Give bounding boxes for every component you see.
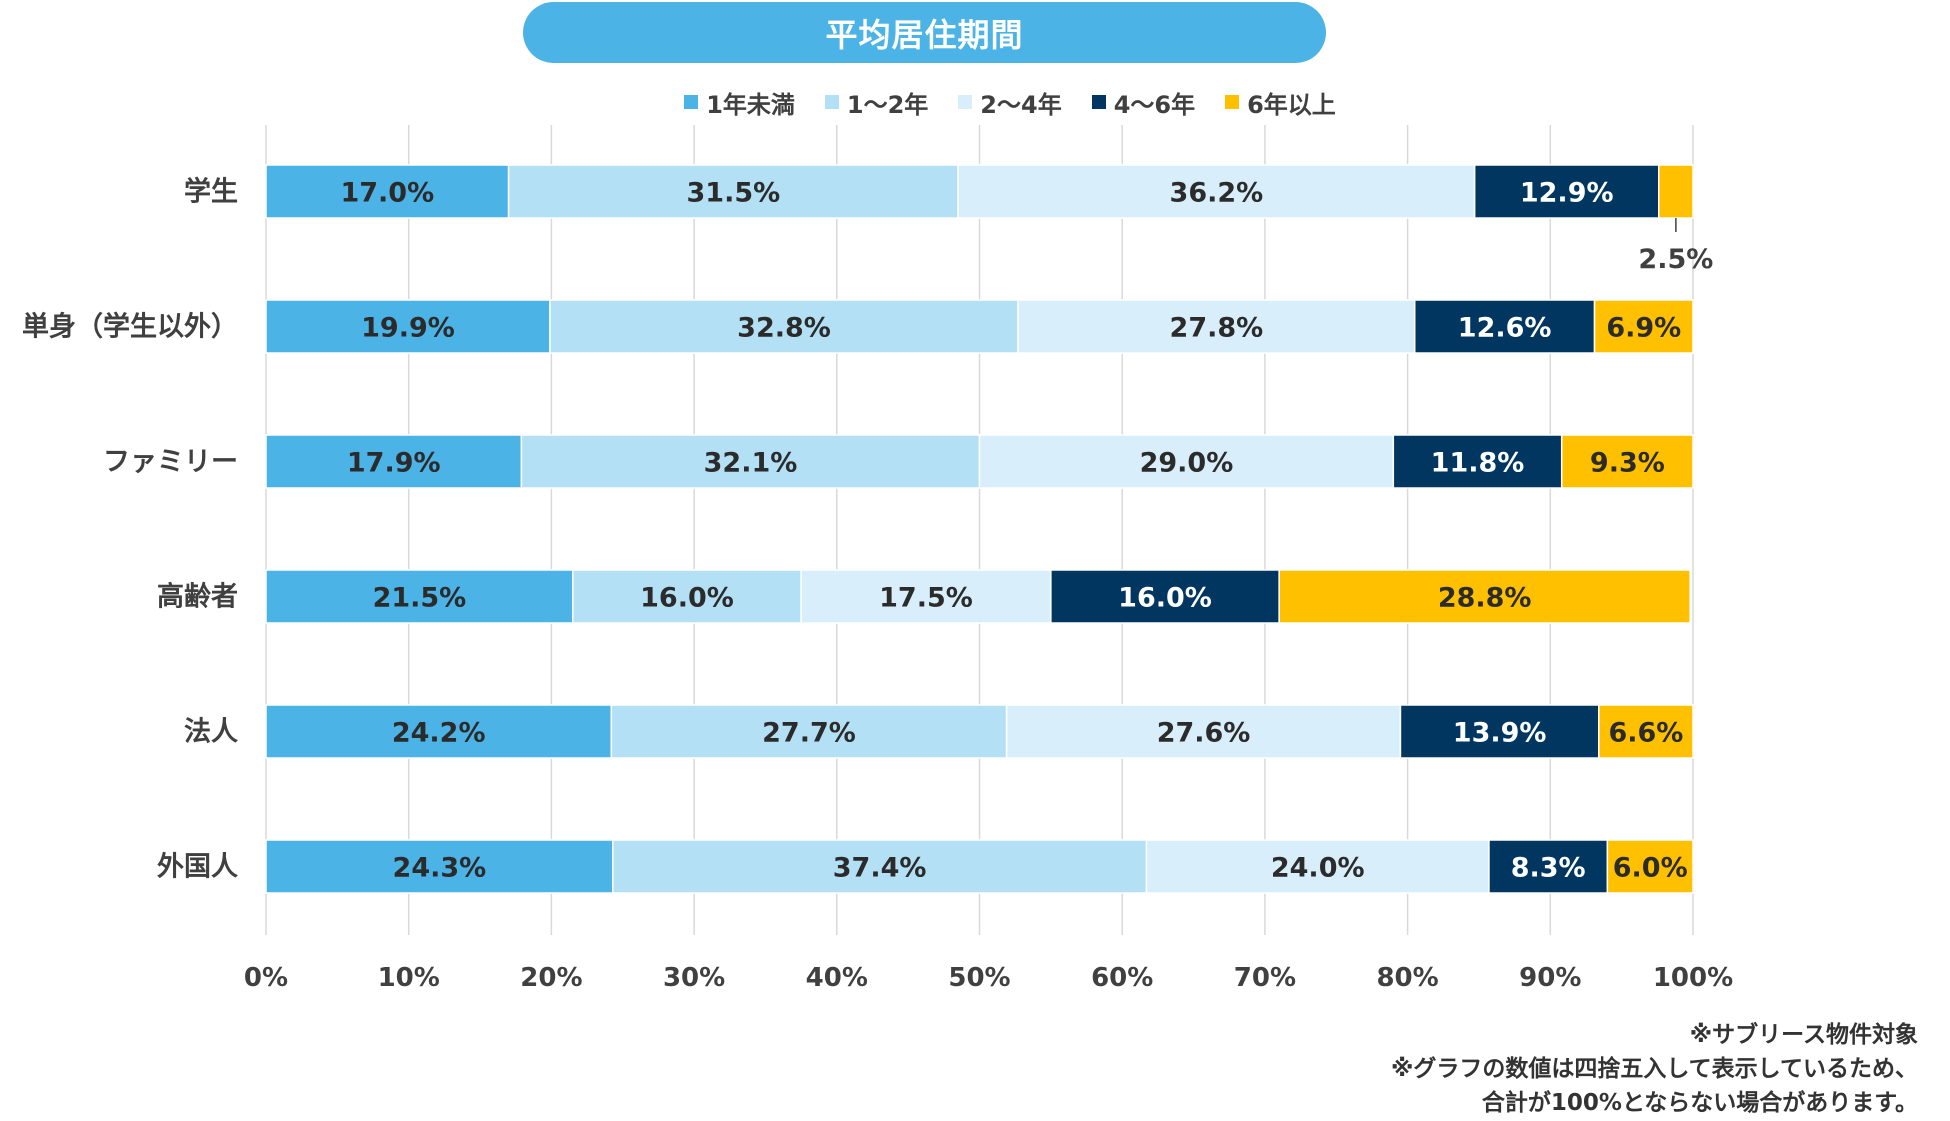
bar-segment — [1658, 164, 1694, 219]
bar-segment — [549, 299, 1019, 354]
data-label: 36.2% — [1170, 178, 1264, 209]
legend-item: 4～6年 — [1091, 85, 1196, 120]
chart-title: 平均居住期間 — [523, 2, 1326, 63]
bar-segment — [1413, 299, 1596, 354]
legend-label: 6年以上 — [1247, 90, 1336, 119]
x-tick-label: 50% — [948, 963, 1010, 993]
bar-segment — [265, 164, 510, 219]
data-label: 24.3% — [393, 853, 487, 884]
data-label: 12.6% — [1458, 313, 1552, 344]
x-tick-label: 0% — [244, 963, 288, 993]
bar-segment — [265, 569, 574, 624]
bar-segment — [1593, 299, 1694, 354]
x-tick-label: 10% — [378, 963, 440, 993]
bar-segment — [800, 569, 1052, 624]
legend-swatch — [684, 95, 699, 109]
data-label: 6.6% — [1608, 718, 1683, 749]
legend-label: 1～2年 — [846, 90, 929, 119]
bar-segment — [1278, 569, 1691, 624]
x-tick-label: 100% — [1653, 963, 1733, 993]
legend-item: 6年以上 — [1225, 85, 1336, 120]
bar-segment — [1399, 704, 1600, 759]
data-label: 37.4% — [833, 853, 927, 884]
x-tick-label: 80% — [1376, 963, 1438, 993]
data-label: 24.0% — [1271, 853, 1365, 884]
data-label: 9.3% — [1590, 448, 1665, 479]
bar-segment — [957, 164, 1476, 219]
data-label: 16.0% — [640, 583, 734, 614]
bar-segment — [1392, 434, 1563, 489]
data-label: 11.8% — [1431, 448, 1525, 479]
x-tick-label: 40% — [806, 963, 868, 993]
bar-segment — [1005, 704, 1402, 759]
note-sublease: ※サブリース物件対象 — [1689, 1022, 1918, 1048]
data-label: 16.0% — [1118, 583, 1212, 614]
legend: 1年未満 1～2年 2～4年 4～6年 6年以上 — [0, 84, 1950, 120]
data-label: 17.0% — [340, 178, 434, 209]
data-label: 2.5% — [1638, 244, 1713, 275]
data-label: 24.2% — [392, 718, 486, 749]
bar-segment — [1606, 839, 1694, 894]
data-label: 31.5% — [687, 178, 781, 209]
data-label: 27.6% — [1157, 718, 1251, 749]
data-label: 13.9% — [1453, 718, 1547, 749]
bar-segment — [1050, 569, 1280, 624]
category-label: 高齢者 — [157, 581, 238, 613]
legend-swatch — [1091, 95, 1106, 109]
category-label: 学生 — [184, 176, 238, 208]
x-tick-label: 90% — [1519, 963, 1581, 993]
bar-segment — [612, 839, 1148, 894]
bar-segment — [1598, 704, 1694, 759]
bar-segment — [265, 704, 613, 759]
legend-swatch — [958, 95, 973, 109]
legend-swatch — [824, 95, 839, 109]
data-label: 6.9% — [1606, 313, 1681, 344]
data-label: 28.8% — [1438, 583, 1532, 614]
legend-label: 2～4年 — [980, 90, 1062, 119]
legend-label: 4～6年 — [1113, 90, 1196, 119]
bar-segment — [572, 569, 802, 624]
data-label: 19.9% — [361, 313, 455, 344]
x-tick-label: 30% — [663, 963, 725, 993]
data-label: 17.5% — [879, 583, 973, 614]
x-tick-label: 60% — [1091, 963, 1153, 993]
data-label: 6.0% — [1613, 853, 1688, 884]
x-tick-label: 70% — [1234, 963, 1296, 993]
category-label: 法人 — [184, 717, 238, 748]
bar-segment — [1145, 839, 1490, 894]
legend-item: 2～4年 — [958, 85, 1062, 120]
note-rounding: ※グラフの数値は四捨五入して表示しているため、 — [1391, 1056, 1918, 1082]
category-label: 外国人 — [157, 852, 238, 883]
bar-segment — [265, 839, 614, 894]
bar-segment — [1560, 434, 1694, 489]
note-total: 合計が100%とならない場合があります。 — [1481, 1090, 1918, 1116]
data-label: 8.3% — [1511, 853, 1586, 884]
data-label: 27.8% — [1170, 313, 1264, 344]
data-label: 21.5% — [373, 583, 467, 614]
bar-segment — [1473, 164, 1660, 219]
bar-segment — [978, 434, 1395, 489]
data-label: 12.9% — [1520, 178, 1614, 209]
bar-segment — [265, 299, 551, 354]
legend-item: 1年未満 — [684, 85, 795, 120]
bar-segment — [507, 164, 959, 219]
bar-segment — [265, 434, 523, 489]
bar-segment — [1017, 299, 1416, 354]
legend-label: 1年未満 — [706, 90, 795, 119]
data-label: 27.7% — [762, 718, 856, 749]
category-label: ファミリー — [103, 447, 238, 478]
bar-segment — [1488, 839, 1609, 894]
x-tick-label: 20% — [520, 963, 582, 993]
data-label: 32.8% — [737, 313, 831, 344]
data-label: 29.0% — [1140, 448, 1234, 479]
data-label: 17.9% — [347, 448, 441, 479]
legend-swatch — [1225, 95, 1240, 109]
bar-segment — [520, 434, 981, 489]
category-label: 単身（学生以外） — [22, 311, 238, 343]
stacked-bar-chart: 0% 10% 20% 30% 40% 50% 60% 70% 80% 90% 100% 学生 17.0%… — [22, 125, 1733, 993]
legend-item: 1～2年 — [824, 85, 929, 120]
data-label: 32.1% — [704, 448, 798, 479]
